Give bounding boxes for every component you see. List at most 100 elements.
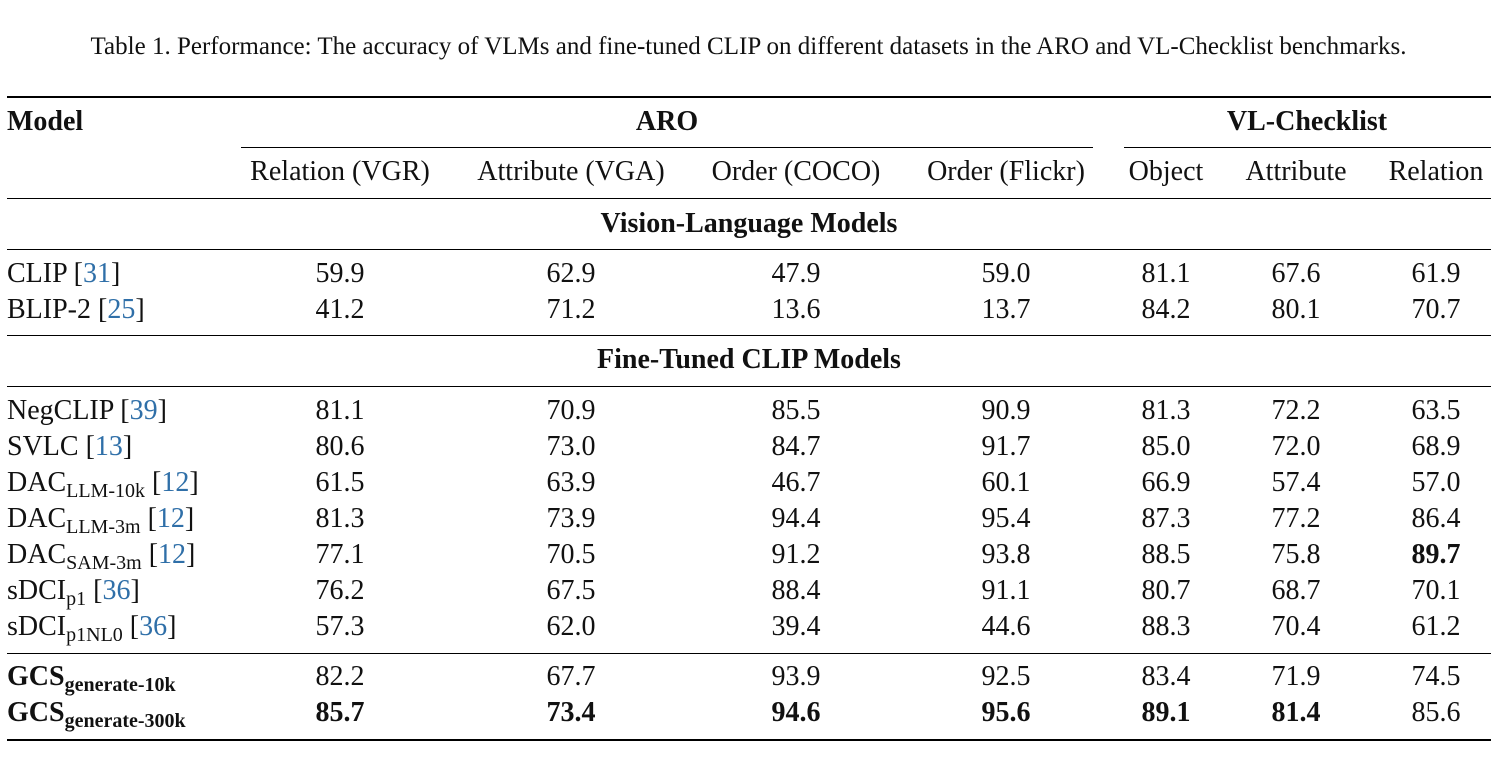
citation-link[interactable]: 36 <box>102 575 131 606</box>
column-header: Relation (VGR) <box>250 156 430 187</box>
citation-link[interactable]: 12 <box>161 467 190 498</box>
value-cell: 70.7 <box>1411 294 1461 325</box>
value-cell: 68.9 <box>1411 431 1461 462</box>
value-cell: 85.6 <box>1411 697 1461 728</box>
value-cell: 95.6 <box>981 697 1031 728</box>
value-cell: 89.1 <box>1141 697 1191 728</box>
value-cell: 72.2 <box>1271 395 1321 426</box>
table-caption: Table 1. Performance: The accuracy of VL… <box>90 33 1407 60</box>
model-name: GCS <box>7 697 65 728</box>
value-cell: 44.6 <box>981 611 1031 642</box>
value-cell: 13.6 <box>771 294 821 325</box>
value-cell: 59.0 <box>981 258 1031 289</box>
value-cell: 81.1 <box>315 395 365 426</box>
model-name-cell: BLIP-2 [25] <box>7 294 145 325</box>
value-cell: 80.1 <box>1271 294 1321 325</box>
value-cell: 80.6 <box>315 431 365 462</box>
value-cell: 72.0 <box>1271 431 1321 462</box>
value-cell: 60.1 <box>981 467 1031 498</box>
model-name-cell: sDCIp1NL0 [36] <box>7 611 177 646</box>
value-cell: 67.6 <box>1271 258 1321 289</box>
citation-link[interactable]: 31 <box>82 258 111 289</box>
value-cell: 94.6 <box>771 697 821 728</box>
value-cell: 73.0 <box>546 431 596 462</box>
model-name: SVLC <box>7 431 79 462</box>
value-cell: 80.7 <box>1141 575 1191 606</box>
value-cell: 76.2 <box>315 575 365 606</box>
value-cell: 46.7 <box>771 467 821 498</box>
model-name: DAC <box>7 503 67 534</box>
value-cell: 71.9 <box>1271 661 1321 692</box>
column-header: Order (Flickr) <box>927 156 1085 187</box>
value-cell: 85.5 <box>771 395 821 426</box>
value-cell: 62.0 <box>546 611 596 642</box>
value-cell: 73.4 <box>546 697 596 728</box>
value-cell: 61.9 <box>1411 258 1461 289</box>
value-cell: 88.4 <box>771 575 821 606</box>
value-cell: 84.7 <box>771 431 821 462</box>
value-cell: 81.3 <box>315 503 365 534</box>
model-name: CLIP <box>7 258 67 289</box>
value-cell: 70.9 <box>546 395 596 426</box>
model-name: sDCI <box>7 575 67 606</box>
value-cell: 93.9 <box>771 661 821 692</box>
value-cell: 68.7 <box>1271 575 1321 606</box>
value-cell: 75.8 <box>1271 539 1321 570</box>
value-cell: 91.7 <box>981 431 1031 462</box>
value-cell: 81.4 <box>1271 697 1321 728</box>
value-cell: 59.9 <box>315 258 365 289</box>
bottom-rule <box>7 739 1491 741</box>
value-cell: 67.7 <box>546 661 596 692</box>
value-cell: 41.2 <box>315 294 365 325</box>
column-header: Object <box>1128 156 1204 187</box>
value-cell: 86.4 <box>1411 503 1461 534</box>
citation-link[interactable]: 39 <box>129 395 158 426</box>
aro-rule <box>241 147 1093 149</box>
top-rule <box>7 96 1491 98</box>
value-cell: 57.4 <box>1271 467 1321 498</box>
value-cell: 83.4 <box>1141 661 1191 692</box>
section-title: Fine-Tuned CLIP Models <box>597 344 901 375</box>
model-name-cell: SVLC [13] <box>7 431 133 462</box>
value-cell: 70.4 <box>1271 611 1321 642</box>
column-header: Relation <box>1388 156 1484 187</box>
section3-rule <box>7 653 1491 655</box>
model-name: GCS <box>7 661 65 692</box>
section-title: Vision-Language Models <box>600 208 898 239</box>
model-name-cell: DACSAM-3m [12] <box>7 539 196 574</box>
model-name: DAC <box>7 467 67 498</box>
value-cell: 93.8 <box>981 539 1031 570</box>
value-cell: 82.2 <box>315 661 365 692</box>
citation-link[interactable]: 12 <box>156 503 185 534</box>
value-cell: 63.9 <box>546 467 596 498</box>
citation-link[interactable]: 12 <box>158 539 187 570</box>
model-subscript: SAM-3m <box>66 552 142 574</box>
value-cell: 57.3 <box>315 611 365 642</box>
vl-checklist-header: VL-Checklist <box>1226 106 1388 137</box>
value-cell: 73.9 <box>546 503 596 534</box>
model-name-cell: sDCIp1 [36] <box>7 575 140 610</box>
column-header: Attribute (VGA) <box>477 156 665 187</box>
model-name: NegCLIP <box>7 395 114 426</box>
value-cell: 87.3 <box>1141 503 1191 534</box>
citation-link[interactable]: 36 <box>139 611 168 642</box>
model-subscript: p1NL0 <box>66 624 123 646</box>
value-cell: 89.7 <box>1411 539 1461 570</box>
value-cell: 70.5 <box>546 539 596 570</box>
value-cell: 77.2 <box>1271 503 1321 534</box>
value-cell: 39.4 <box>771 611 821 642</box>
value-cell: 70.1 <box>1411 575 1461 606</box>
model-name: sDCI <box>7 611 67 642</box>
model-name: BLIP-2 <box>7 294 91 325</box>
header-rule <box>7 198 1491 200</box>
model-subscript: p1 <box>66 588 87 610</box>
citation-link[interactable]: 25 <box>107 294 136 325</box>
aro-header: ARO <box>635 106 699 137</box>
section1-top-rule <box>7 249 1491 251</box>
model-subscript: generate-10k <box>64 674 176 696</box>
citation-link[interactable]: 13 <box>94 431 123 462</box>
model-name-cell: GCSgenerate-10k <box>7 660 176 696</box>
value-cell: 91.1 <box>981 575 1031 606</box>
value-cell: 63.5 <box>1411 395 1461 426</box>
value-cell: 92.5 <box>981 661 1031 692</box>
